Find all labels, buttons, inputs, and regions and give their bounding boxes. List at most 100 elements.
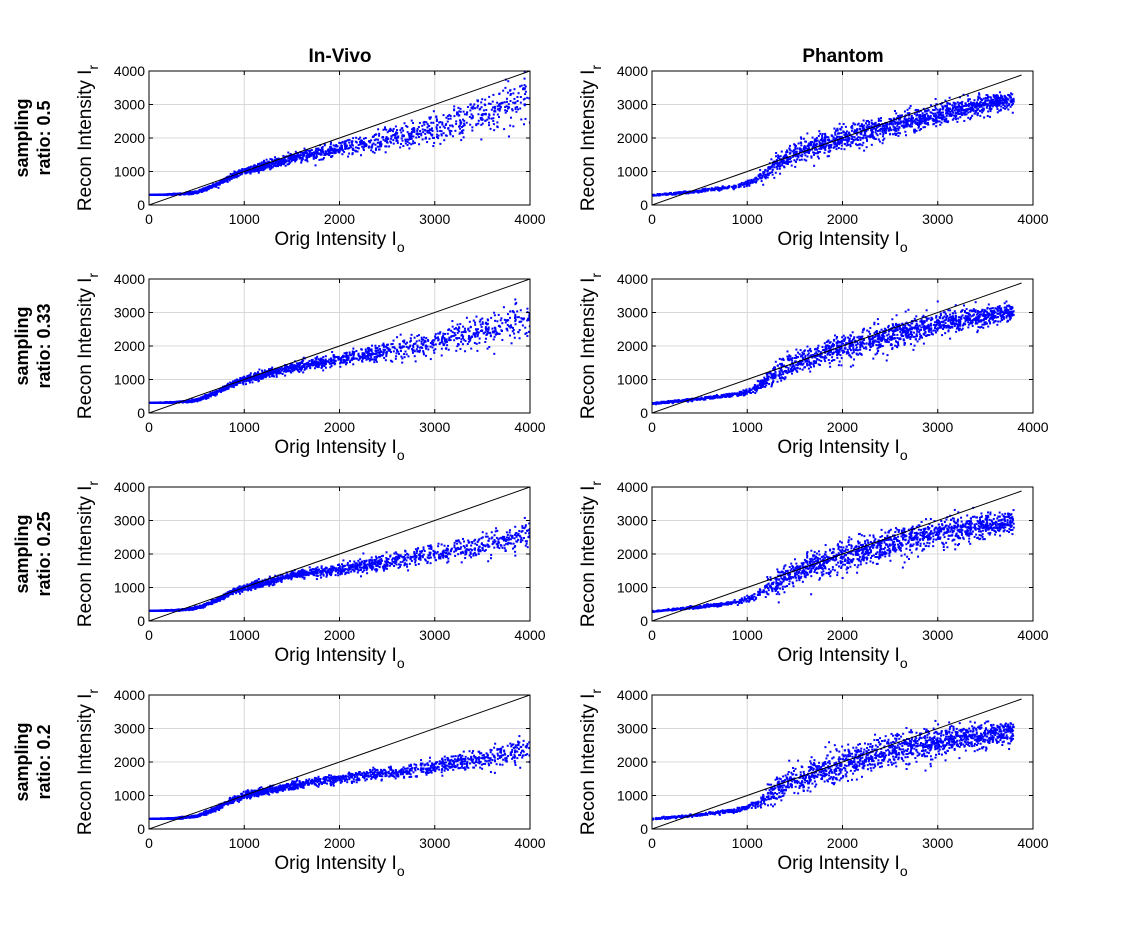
scatter-point [982,109,985,112]
scatter-point [739,183,742,186]
scatter-point [370,356,373,359]
scatter-point [994,99,997,102]
scatter-point [459,107,462,110]
scatter-point [303,151,306,154]
scatter-point [390,141,393,144]
scatter-point [429,345,432,348]
scatter-point [362,353,365,356]
scatter-point [315,147,318,150]
scatter-point [257,371,260,374]
scatter-point [524,326,527,329]
scatter-point [925,122,928,125]
scatter-point [941,111,944,114]
scatter-point [204,189,207,192]
scatter-point [471,107,474,110]
scatter-point [393,347,396,350]
scatter-point [746,181,749,184]
scatter-point [406,144,409,147]
scatter-point [827,147,830,150]
scatter-point [411,128,414,131]
scatter-point [803,145,806,148]
scatter-point [497,324,500,327]
scatter-point [920,128,923,131]
scatter-point [391,360,394,363]
scatter-point [481,113,484,116]
scatter-point [463,124,466,127]
scatter-point [459,347,462,350]
scatter-point [959,107,962,110]
scatter-point [313,367,316,370]
scatter-point [389,140,392,143]
scatter-point [920,117,923,120]
scatter-point [327,151,330,154]
scatter-point [968,98,971,101]
scatter-point [335,356,338,359]
scatter-point [716,186,719,189]
scatter-point [905,118,908,121]
scatter-point [467,328,470,331]
scatter-point [846,141,849,144]
scatter-point [806,132,809,135]
scatter-point [919,123,922,126]
scatter-point [851,142,854,145]
scatter-point [331,359,334,362]
scatter-point [909,104,912,107]
scatter-point [424,136,427,139]
scatter-point [377,355,380,358]
scatter-point [396,141,399,144]
scatter-point [901,124,904,127]
scatter-point [985,106,988,109]
scatter-point [847,138,850,141]
scatter-point [428,124,431,127]
scatter-point [840,140,843,143]
scatter-point [497,116,500,119]
scatter-point [432,121,435,124]
scatter-point [451,320,454,323]
scatter-point [362,141,365,144]
scatter-point [374,346,377,349]
scatter-point [268,375,271,378]
scatter-point [443,343,446,346]
scatter-point [916,124,919,127]
scatter-point [712,187,715,190]
scatter-point [459,323,462,326]
scatter-point [668,192,671,195]
scatter-point [342,361,345,364]
scatter-point [833,143,836,146]
scatter-point [455,120,458,123]
scatter-point [251,166,254,169]
scatter-point [803,152,806,155]
scatter-point [265,158,268,161]
scatter-point [473,103,476,106]
scatter-point [400,137,403,140]
scatter-point [933,114,936,117]
scatter-point [368,357,371,360]
scatter-point [661,193,664,196]
y-tick-label: 2000 [617,130,648,146]
scatter-point [408,345,411,348]
scatter-point [951,107,954,110]
scatter-point [411,348,414,351]
scatter-point [340,144,343,147]
scatter-point [476,349,479,352]
scatter-point [344,142,347,145]
scatter-point [872,127,875,130]
scatter-point [932,108,935,111]
scatter-point [937,115,940,118]
scatter-point [496,101,499,104]
row-label-0-line2: ratio: 0.5 [34,100,54,175]
scatter-point [528,325,530,328]
scatter-point [322,356,325,359]
scatter-point [792,149,795,152]
scatter-point [341,141,344,144]
scatter-point [355,349,358,352]
scatter-point [817,157,820,160]
scatter-point [427,339,430,342]
scatter-point [351,144,354,147]
scatter-point [682,190,685,193]
scatter-point [359,143,362,146]
scatter-point [494,330,497,333]
scatter-point [243,377,246,380]
scatter-point [468,115,471,118]
scatter-point [816,152,819,155]
